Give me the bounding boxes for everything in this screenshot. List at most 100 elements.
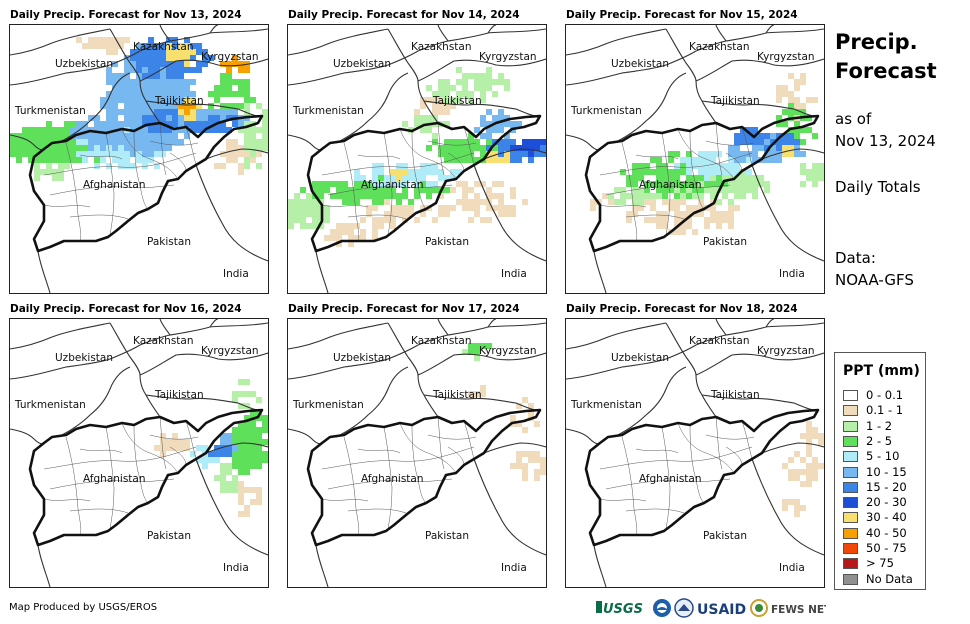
precip-cell <box>148 79 154 85</box>
precip-cell <box>88 37 94 43</box>
map-svg: KazakhstanKyrgyzstanUzbekistanTajikistan… <box>566 25 824 293</box>
precip-cell <box>148 85 154 91</box>
precip-cell <box>106 151 112 157</box>
precip-cell <box>130 115 136 121</box>
precip-cell <box>656 187 662 193</box>
precip-cell <box>100 133 106 139</box>
country-border <box>751 458 824 556</box>
precip-cell <box>510 211 516 217</box>
precip-cell <box>154 49 160 55</box>
precip-cell <box>244 109 250 115</box>
precip-cell <box>680 217 686 223</box>
precip-cell <box>154 109 160 115</box>
precip-cell <box>734 163 740 169</box>
precip-cell <box>360 175 366 181</box>
precip-cell <box>196 49 202 55</box>
precip-cell <box>148 43 154 49</box>
country-label: Afghanistan <box>639 179 702 191</box>
country-border <box>715 319 727 336</box>
precip-cell <box>486 145 492 151</box>
precip-cell <box>232 475 238 481</box>
precip-cell <box>384 217 390 223</box>
precip-cell <box>154 103 160 109</box>
precip-cell <box>438 169 444 175</box>
precip-cell <box>220 469 226 475</box>
precip-cell <box>136 157 142 163</box>
precip-cell <box>154 43 160 49</box>
afghanistan-outline <box>584 114 820 253</box>
precip-cell <box>46 133 52 139</box>
precip-cell <box>324 217 330 223</box>
precip-cell <box>166 121 172 127</box>
precip-cell <box>420 115 426 121</box>
precip-cell <box>782 91 788 97</box>
precip-cell <box>178 55 184 61</box>
forecast-map: Kazakhstan Kyrgyzstan Uzbekistan Tajikistan… <box>565 24 825 294</box>
precip-cell <box>250 127 256 133</box>
country-label: Kazakhstan <box>411 41 472 53</box>
precip-cell <box>220 475 226 481</box>
precip-cell <box>444 151 450 157</box>
precip-cell <box>740 169 746 175</box>
side-title: Precip. Forecast <box>835 28 937 86</box>
precip-cell <box>456 199 462 205</box>
precip-cell <box>106 67 112 73</box>
precip-cell <box>432 169 438 175</box>
precip-cell <box>662 217 668 223</box>
precip-cell <box>130 91 136 97</box>
precip-cell <box>294 211 300 217</box>
legend-label: 2 - 5 <box>866 433 893 448</box>
precip-cell <box>154 127 160 133</box>
precip-cell <box>372 181 378 187</box>
precip-cell <box>426 163 432 169</box>
precip-cell <box>426 193 432 199</box>
precip-cell <box>250 97 256 103</box>
precip-cell <box>432 163 438 169</box>
precip-cell <box>202 49 208 55</box>
precip-cell <box>540 469 546 475</box>
precip-cell <box>372 193 378 199</box>
precip-cell <box>34 127 40 133</box>
precip-cell <box>396 211 402 217</box>
precip-cell <box>348 187 354 193</box>
precip-cell <box>244 427 250 433</box>
precip-cell <box>390 187 396 193</box>
country-border <box>335 72 409 144</box>
precip-cell <box>608 193 614 199</box>
country-border <box>159 319 171 336</box>
precip-cell <box>794 109 800 115</box>
precip-cell <box>250 463 256 469</box>
precip-cell <box>142 121 148 127</box>
panel-title: Daily Precip. Forecast for Nov 13, 2024 <box>10 9 242 21</box>
precip-cell <box>348 193 354 199</box>
precip-cell <box>16 151 22 157</box>
precip-cell <box>444 121 450 127</box>
precip-cell <box>372 229 378 235</box>
precip-cell <box>728 223 734 229</box>
precip-cell <box>94 139 100 145</box>
precip-cell <box>632 187 638 193</box>
precip-cell <box>540 457 546 463</box>
precip-cell <box>118 151 124 157</box>
country-label: India <box>223 562 249 574</box>
precip-cell <box>632 193 638 199</box>
precip-cell <box>620 187 626 193</box>
precip-cell <box>148 67 154 73</box>
precip-cell <box>184 43 190 49</box>
precip-cell <box>100 145 106 151</box>
precip-cell <box>348 199 354 205</box>
precip-cell <box>734 145 740 151</box>
country-border <box>423 100 541 117</box>
precip-cell <box>638 169 644 175</box>
precip-cell <box>318 223 324 229</box>
precip-cell <box>504 151 510 157</box>
precip-cell <box>184 133 190 139</box>
precip-cell <box>166 67 172 73</box>
precip-cell <box>190 127 196 133</box>
precip-cell <box>704 151 710 157</box>
precip-cell <box>752 127 758 133</box>
precip-cell <box>184 109 190 115</box>
precip-cell <box>40 139 46 145</box>
precip-cell <box>360 229 366 235</box>
precip-cell <box>528 145 534 151</box>
